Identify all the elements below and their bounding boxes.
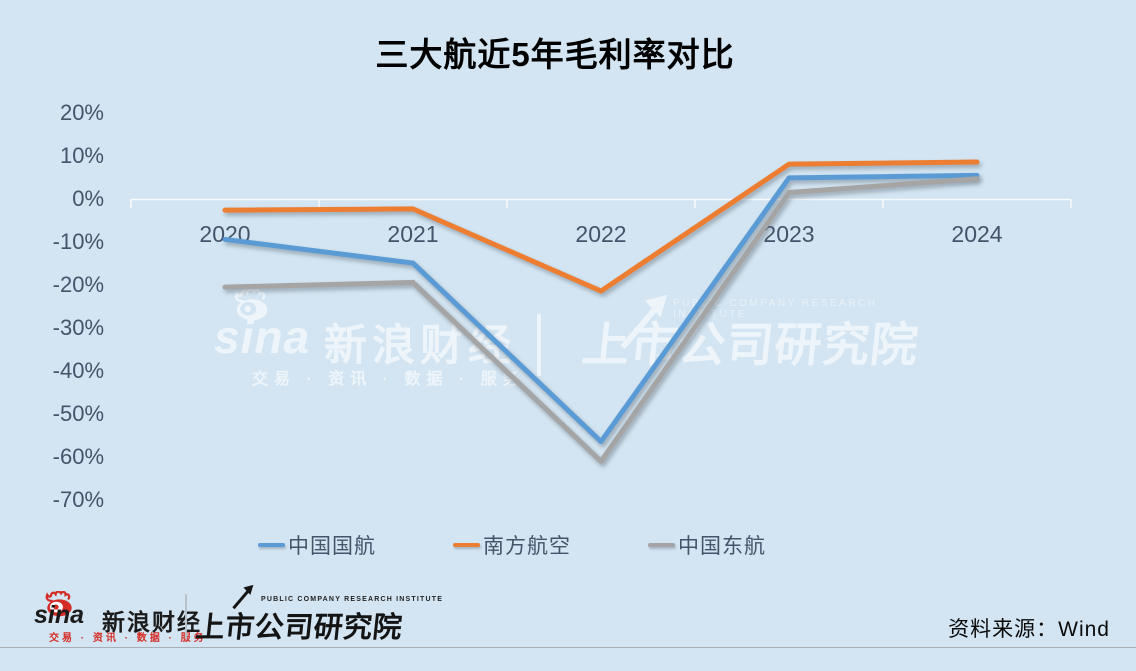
- sina-eye-icon: [45, 591, 72, 617]
- watermark-tagline: 交易 · 资讯 · 数据 · 服务: [252, 371, 525, 388]
- footer-logo-divider: [185, 594, 187, 639]
- legend-line-swatch-icon: [453, 542, 480, 548]
- x-axis-category-label: 2023: [763, 221, 815, 247]
- footer-sina-brand: 新浪财经: [102, 609, 202, 635]
- footer-sina-tagline: 交易 · 资讯 · 数据 · 服务: [49, 633, 207, 644]
- x-axis-category-label: 2024: [951, 221, 1003, 247]
- footer-institute-en: PUBLIC COMPANY RESEARCH INSTITUTE: [261, 596, 444, 603]
- line-chart: [130, 159, 1072, 464]
- legend-label: 中国国航: [288, 535, 376, 558]
- watermark-institute: 上市公司研究院: [579, 318, 922, 371]
- x-axis-category-label: 2021: [387, 221, 439, 247]
- watermark: sina 新浪财经 交易 · 资讯 · 数据 · 服务 PUBLIC COMPA…: [200, 288, 940, 393]
- chart-title: 三大航近5年毛利率对比: [375, 36, 735, 73]
- data-source-label: 资料来源：Wind: [948, 618, 1110, 641]
- legend-item-china-eastern: 中国东航: [648, 530, 766, 560]
- watermark-divider: [537, 314, 541, 376]
- y-axis-tick-label: -40%: [52, 358, 104, 383]
- chart-legend: 中国国航 南方航空 中国东航: [258, 530, 766, 560]
- legend-item-air-china: 中国国航: [258, 530, 376, 560]
- footer-institute: 上市公司研究院: [194, 612, 404, 644]
- watermark-sina-wordmark: sina: [214, 311, 311, 363]
- y-axis-tick-label: -10%: [52, 229, 104, 254]
- watermark-brand: 新浪财经: [324, 322, 516, 370]
- footer-sina-wordmark: sina: [34, 601, 85, 629]
- x-axis-category-label: 2020: [199, 221, 251, 247]
- footer-arrow-icon: [232, 584, 254, 610]
- y-axis-tick-label: 20%: [59, 100, 104, 125]
- legend-label: 中国东航: [678, 535, 766, 558]
- y-axis-tick-label: -60%: [52, 444, 104, 469]
- watermark-institute-en: PUBLIC COMPANY RESEARCH INSTITUTE: [673, 298, 878, 320]
- y-axis-tick-label: -30%: [52, 315, 104, 340]
- x-axis-category-label: 2022: [575, 221, 627, 247]
- legend-line-swatch-icon: [648, 542, 675, 548]
- footer: sina 新浪财经 交易 · 资讯 · 数据 · 服务 PUBLIC COMPA…: [0, 583, 1136, 671]
- watermark-arrow-icon: [620, 294, 668, 350]
- y-axis-tick-label: -70%: [52, 487, 104, 512]
- legend-line-swatch-icon: [258, 542, 285, 548]
- series-line-0: [222, 172, 980, 445]
- legend-item-china-southern: 南方航空: [453, 530, 571, 560]
- y-axis-tick-label: 10%: [59, 143, 104, 168]
- y-axis-tick-label: -20%: [52, 272, 104, 297]
- sina-eye-icon: [234, 288, 268, 321]
- y-axis-tick-label: 0%: [72, 186, 104, 211]
- y-axis-tick-label: -50%: [52, 401, 104, 426]
- legend-label: 南方航空: [483, 535, 571, 558]
- footer-rule: [0, 647, 1136, 648]
